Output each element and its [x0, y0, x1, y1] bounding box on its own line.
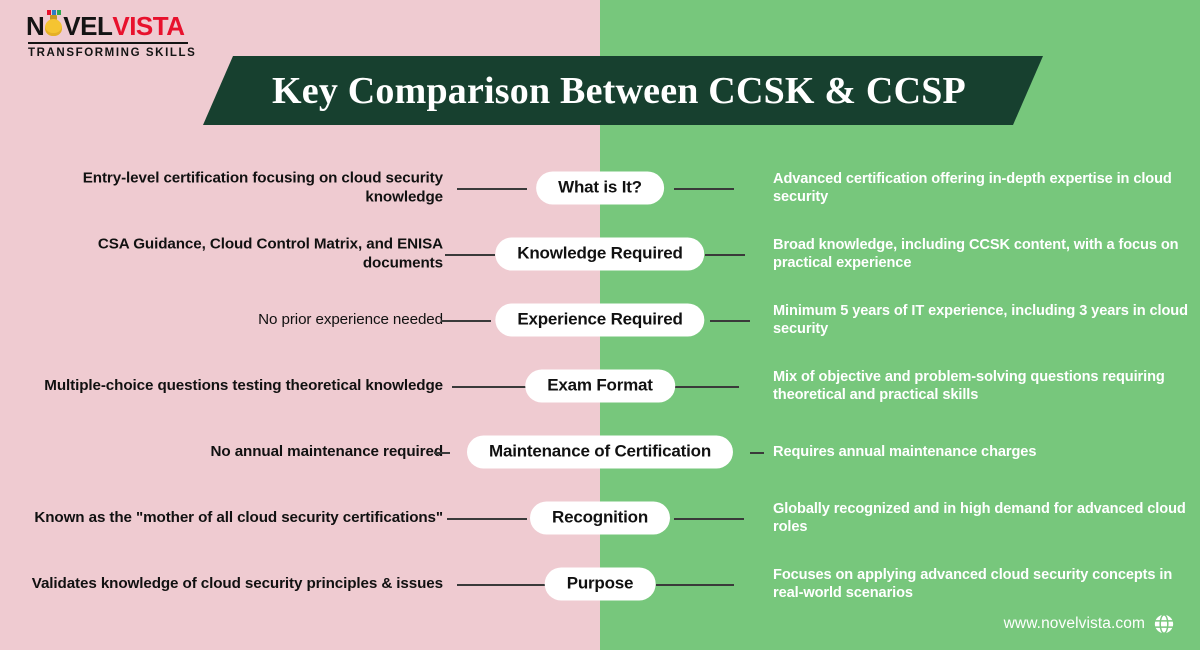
- right-description: Broad knowledge, including CCSK content,…: [773, 237, 1179, 271]
- connector-line-left: [440, 320, 491, 322]
- category-pill[interactable]: Knowledge Required: [495, 237, 705, 271]
- connector-line-right: [673, 188, 734, 190]
- connector-line-left: [445, 254, 495, 256]
- comparison-row: CSA Guidance, Cloud Control Matrix, and …: [0, 221, 1200, 287]
- category-pill[interactable]: What is It?: [536, 171, 664, 205]
- bulb-pip-green: [57, 10, 62, 15]
- category-pill[interactable]: Recognition: [529, 501, 671, 535]
- bulb-body: [45, 19, 63, 36]
- right-description: Globally recognized and in high demand f…: [773, 501, 1186, 535]
- connector-line-left: [434, 452, 450, 454]
- right-description: Focuses on applying advanced cloud secur…: [773, 567, 1173, 601]
- comparison-row: Multiple-choice questions testing theore…: [0, 353, 1200, 419]
- connector-line-left: [456, 584, 545, 586]
- connector-line-right: [673, 386, 739, 388]
- left-description: No annual maintenance required: [210, 442, 444, 460]
- connector-line-right: [655, 584, 734, 586]
- right-description: Advanced certification offering in-depth…: [773, 171, 1172, 205]
- page-title: Key Comparison Between CCSK & CCSP: [272, 69, 966, 112]
- bulb-pip-red: [47, 10, 52, 15]
- right-description: Requires annual maintenance charges: [773, 444, 1037, 460]
- comparison-row: No prior experience needed Experience Req…: [0, 287, 1200, 353]
- brand-name-part2: VEL: [63, 11, 113, 41]
- footer: www.novelvista.com: [1004, 614, 1174, 634]
- left-description: Known as the "mother of all cloud securi…: [34, 508, 443, 526]
- comparison-row: Known as the "mother of all cloud securi…: [0, 485, 1200, 551]
- bulb-base: [50, 15, 58, 20]
- connector-line-left: [456, 188, 527, 190]
- globe-icon: [1154, 614, 1174, 634]
- title-banner: Key Comparison Between CCSK & CCSP: [203, 56, 1043, 125]
- left-description: No prior experience needed: [258, 310, 443, 328]
- brand-tagline: TRANSFORMING SKILLS: [28, 47, 197, 59]
- connector-line-right: [750, 452, 764, 454]
- connector-line-right: [673, 518, 744, 520]
- bulb-pip-blue: [52, 10, 57, 15]
- brand-logo[interactable]: N VEL VISTA TRANSFORMING SKILLS: [26, 10, 206, 59]
- connector-line-right: [705, 254, 745, 256]
- right-description: Minimum 5 years of IT experience, includ…: [773, 303, 1188, 337]
- comparison-row: Entry-level certification focusing on cl…: [0, 155, 1200, 221]
- left-description: Validates knowledge of cloud security pr…: [31, 574, 443, 592]
- connector-line-left: [446, 518, 527, 520]
- lightbulb-icon: [44, 10, 63, 37]
- logo-divider: [28, 42, 188, 44]
- category-pill[interactable]: Purpose: [544, 567, 656, 601]
- left-description: Multiple-choice questions testing theore…: [44, 376, 443, 394]
- connector-line-left: [451, 386, 527, 388]
- brand-name-part1: N: [26, 11, 45, 41]
- brand-wordmark: N VEL VISTA: [26, 10, 206, 41]
- connector-line-right: [709, 320, 750, 322]
- website-url[interactable]: www.novelvista.com: [1003, 615, 1145, 632]
- right-description: Mix of objective and problem-solving que…: [773, 369, 1165, 403]
- left-description: Entry-level certification focusing on cl…: [82, 169, 443, 206]
- category-pill[interactable]: Maintenance of Certification: [466, 435, 734, 469]
- category-pill[interactable]: Exam Format: [525, 369, 675, 403]
- category-pill[interactable]: Experience Required: [495, 303, 705, 337]
- brand-name-part3: VISTA: [112, 11, 185, 41]
- comparison-row: Validates knowledge of cloud security pr…: [0, 551, 1200, 617]
- left-description: CSA Guidance, Cloud Control Matrix, and …: [97, 235, 443, 272]
- comparison-row: No annual maintenance required Maintenanc…: [0, 419, 1200, 485]
- comparison-rows: Entry-level certification focusing on cl…: [0, 155, 1200, 617]
